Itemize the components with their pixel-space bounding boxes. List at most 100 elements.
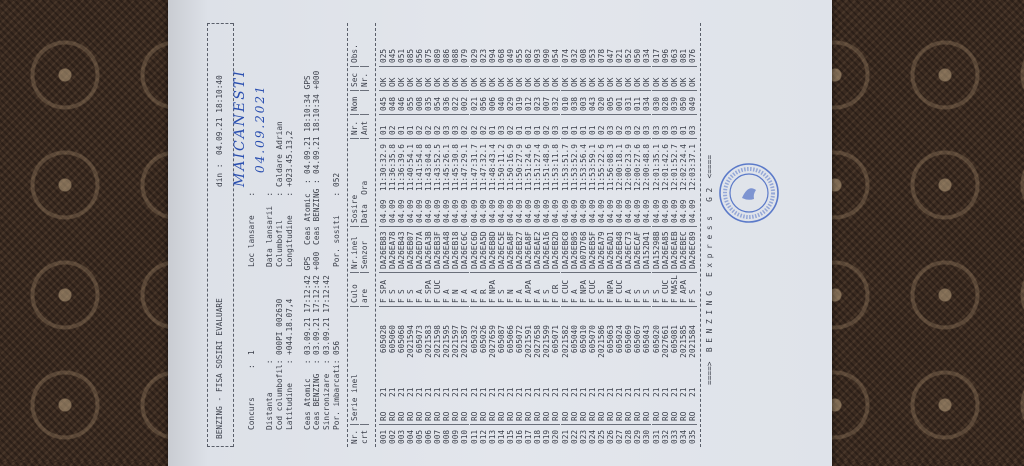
cell-serie-inel: RO 21 2021594: [405, 307, 415, 425]
country: RO: [515, 411, 524, 421]
cell-nr-ant: 03: [442, 115, 452, 139]
year: 21: [606, 387, 615, 397]
cell-nom: 028: [660, 91, 670, 115]
sensor: DA26EC6C: [460, 231, 470, 269]
obs: 074: [560, 48, 570, 63]
cell-nr-crt: 022: [570, 425, 579, 447]
cell-sosire: 04.09 11:47:29.1: [460, 139, 470, 227]
cell-sosire: 04.09 11:53:52.9: [569, 139, 579, 227]
ant: 01: [578, 125, 588, 135]
ant: 01: [560, 125, 570, 135]
cell-nr-crt: 006: [424, 425, 433, 447]
sex: F: [578, 298, 588, 303]
time: 12:00:48.8: [642, 144, 652, 191]
ant: 03: [496, 125, 506, 135]
cell-obs: 034: [642, 27, 652, 67]
club-stamp: [719, 163, 779, 223]
ring: 605071: [551, 325, 561, 354]
cell-sosire: 04.09 11:50:27.9: [515, 139, 525, 227]
nom: 050: [678, 96, 688, 111]
din-value: 04.09.21 18:10:40: [215, 75, 224, 155]
color: S: [396, 289, 406, 294]
ant: 02: [542, 125, 552, 135]
cell-sosire: 04.09 11:30:32.9: [378, 139, 388, 227]
cell-obs: 056: [414, 27, 424, 67]
color: A: [469, 289, 479, 294]
cell-nr-inel-senzor: DA15298B: [651, 227, 661, 273]
cell-culoare: FS: [687, 273, 697, 307]
date: 04.09: [633, 199, 643, 223]
table-row: 033 RO 21 605081 F MASL DA26EAEB 04.09 12:01:52.…: [669, 27, 679, 447]
year: 21: [496, 387, 506, 397]
nr: 027: [615, 429, 625, 444]
country: RO: [387, 411, 397, 421]
nr: 018: [533, 429, 543, 444]
cell-sec-nr: OK: [560, 67, 570, 91]
date: 04.09: [378, 199, 388, 223]
sec: OK: [660, 77, 670, 87]
nr: 012: [478, 429, 488, 444]
cell-obs: 089: [433, 27, 443, 67]
cell-nr-inel-senzor: DA26EC6C: [460, 227, 470, 273]
color: A: [460, 289, 470, 294]
cell-sosire: 04.09 11:51:48.9: [542, 139, 552, 227]
cell-nr-ant: 02: [478, 115, 488, 139]
ant: 03: [442, 125, 452, 135]
obs: 021: [615, 48, 625, 63]
cell-sec-nr: OK: [669, 67, 679, 91]
cell-sosire: 04.09 11:45:26.1: [442, 139, 452, 227]
cell-obs: 017: [651, 27, 661, 67]
year: 21: [396, 387, 406, 397]
year: 21: [651, 387, 661, 397]
color: NPA: [578, 279, 588, 294]
sex: F: [596, 298, 606, 303]
cod-columbofil-value: 000PI 002630: [275, 298, 284, 355]
cell-obs: 053: [587, 27, 597, 67]
sensor: DA26ECAF: [633, 231, 643, 269]
cell-serie-inel: RO 21 605010: [578, 307, 588, 425]
obs: 008: [578, 48, 588, 63]
nom: 049: [687, 96, 697, 111]
ant: 02: [424, 125, 433, 135]
country: RO: [606, 411, 615, 421]
sensor: DA26EA79: [596, 231, 606, 269]
cell-nr-ant: 02: [414, 115, 424, 139]
color: S: [596, 289, 606, 294]
cell-culoare: FN: [505, 273, 515, 307]
cell-sec-nr: OK: [460, 67, 470, 91]
header-nr-ant: Ant: [359, 115, 369, 139]
cell-nr-ant: 01: [533, 115, 543, 139]
sec: OK: [442, 77, 452, 87]
cell-nr-crt: 031: [652, 425, 661, 447]
cell-nr-crt: 002: [388, 425, 397, 447]
ring: 2027659: [487, 325, 497, 358]
concurs-label: Concurs :: [247, 364, 256, 430]
cell-obs: 068: [496, 27, 506, 67]
time: 11:45:30.8: [451, 144, 461, 191]
ring: 605026: [478, 325, 488, 354]
header-culoare: are: [359, 273, 369, 307]
cell-obs: 032: [569, 27, 579, 67]
sincronizare-value: 03.09.21 17:12:42: [322, 275, 331, 355]
cell-serie-inel: RO 21 605020: [651, 307, 661, 425]
cell-obs: 096: [660, 27, 670, 67]
ring: 605063: [606, 325, 615, 354]
date: 04.09: [533, 199, 543, 223]
obs: 017: [651, 48, 661, 63]
cell-serie-inel: RO 21 2021591: [524, 307, 534, 425]
distanta-label: Distanta :: [265, 359, 274, 430]
sex: F: [642, 298, 652, 303]
cell-serie-inel: RO 21 2021585: [678, 307, 688, 425]
date: 04.09: [478, 199, 488, 223]
cell-nr-inel-senzor: DA26EB5F: [587, 227, 597, 273]
cell-nr-inel-senzor: DA26EC5E: [496, 227, 506, 273]
table-row: 025 RO212021586 FS DA26EA79 04.0911:55:22.6 0…: [596, 27, 606, 447]
year: 21: [469, 387, 479, 397]
nom: 022: [451, 96, 461, 111]
country: RO: [487, 411, 497, 421]
color: CUC: [560, 279, 570, 294]
table-row: 024 RO 21 605070 F CUC DA26EB5F 04.09 11:53:59.1…: [587, 27, 597, 447]
country: RO: [451, 411, 461, 421]
cell-obs: 029: [469, 27, 479, 67]
cell-serie-inel: RO 21 2021582: [560, 307, 570, 425]
